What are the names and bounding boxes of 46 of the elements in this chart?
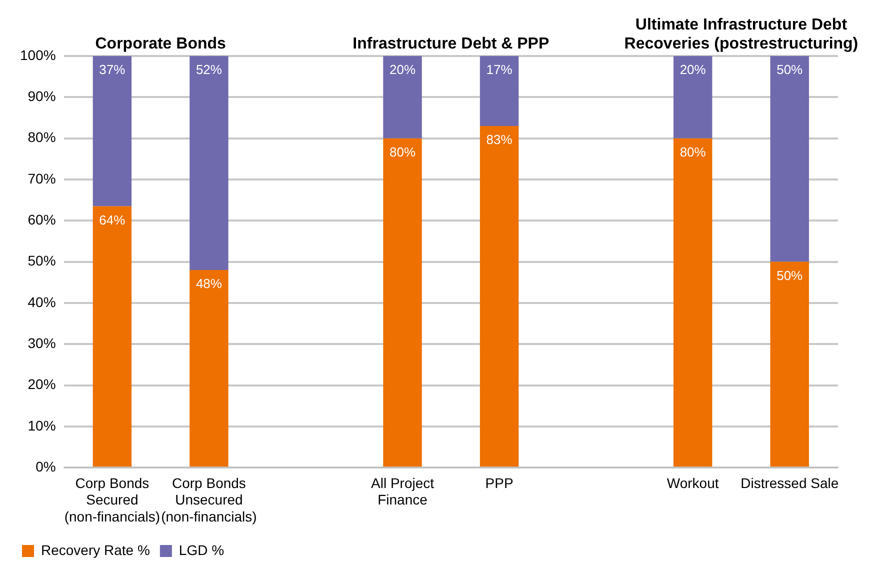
data-label: 50% (776, 268, 804, 283)
legend-label: LGD % (178, 542, 224, 558)
bar (190, 56, 228, 270)
y-tick-label: 100% (20, 46, 56, 63)
data-label: 37% (99, 62, 126, 78)
bar (383, 138, 422, 467)
x-tick-label: PPP (485, 474, 514, 491)
data-label: 50% (776, 62, 804, 78)
data-label: 48% (196, 276, 222, 292)
bar (92, 206, 132, 467)
legend-label: Recovery Rate % (41, 542, 150, 558)
text: Infrastructure Debt & PPP (352, 35, 550, 52)
y-tick-label: 90% (28, 88, 56, 104)
y-tick-label: 20% (28, 376, 56, 392)
data-label: 52% (196, 62, 222, 78)
bar (673, 56, 712, 138)
y-tick-label: 80% (28, 129, 56, 146)
bar (190, 270, 228, 467)
y-tick-label: 50% (28, 252, 56, 269)
data-label: 64% (99, 212, 126, 228)
data-label: 80% (390, 144, 416, 160)
bar (480, 56, 519, 126)
text: Corporate Bonds (95, 35, 226, 52)
y-tick-label: 60% (28, 212, 56, 228)
y-tick-label: 70% (28, 170, 56, 186)
x-tick-label: All Project Finance (371, 474, 434, 508)
data-label: 17% (486, 62, 513, 78)
bar (480, 126, 519, 467)
y-tick-label: 10% (28, 417, 56, 434)
data-label: 83% (486, 132, 513, 148)
x-tick-label: Distressed Sale (740, 474, 839, 491)
y-tick-label: 0% (36, 458, 56, 474)
x-tick-label: Workout (666, 474, 719, 491)
text: Ultimate Infrastructure Debt Recoveries (postrestructuring) (624, 16, 858, 52)
bar (770, 56, 809, 262)
data-label: 80% (680, 144, 706, 160)
bar (92, 56, 132, 206)
x-tick-label: Corp Bonds Unsecured (non-financials) (161, 474, 257, 524)
data-label: 20% (680, 62, 706, 78)
bar (673, 138, 712, 467)
bar (383, 56, 422, 138)
y-tick-label: 30% (28, 334, 56, 351)
y-tick-label: 40% (28, 294, 56, 310)
bar (770, 262, 809, 467)
x-tick-label: Corp Bonds Secured (non-financials) (64, 474, 160, 524)
data-label: 20% (390, 62, 416, 78)
